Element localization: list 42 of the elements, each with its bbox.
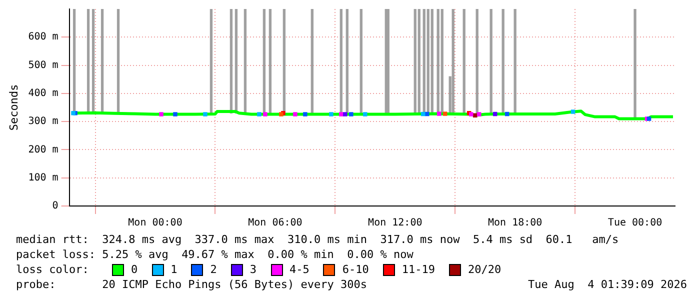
point <box>349 112 354 116</box>
point <box>173 112 178 116</box>
point <box>476 112 482 116</box>
y-tick-label: 0 <box>52 200 58 212</box>
y-axis-title: Seconds <box>7 84 20 131</box>
y-tick-label: 400 m <box>28 88 58 100</box>
y-tick-label: 600 m <box>28 32 58 43</box>
point <box>203 112 208 116</box>
text: packet loss: 5.25 % avg 49.67 % max 0.00 % min 0.00 % now <box>16 247 414 262</box>
point <box>363 112 368 116</box>
legend-label: 0 <box>131 262 138 277</box>
point <box>303 112 308 116</box>
point <box>293 112 298 116</box>
legend-label: 1 <box>170 262 178 277</box>
legend-label: 3 <box>250 262 256 277</box>
legend-label: 11-19 <box>402 262 435 277</box>
y-tick-label: 200 m <box>28 144 58 156</box>
point <box>257 112 262 116</box>
x-tick-label: Mon 12:00 <box>368 218 422 229</box>
point <box>339 112 344 116</box>
point <box>159 112 164 116</box>
legend-title: loss color: <box>16 262 90 277</box>
point <box>436 112 442 116</box>
text: probe: 20 ICMP Echo Pings (56 Bytes) every 300s <box>16 277 367 292</box>
text: Tue Aug 4 01:39:09 2026 <box>528 277 687 292</box>
legend-label: 4-5 <box>290 262 310 277</box>
point <box>263 112 268 116</box>
x-tick-label: Tue 00:00 <box>608 218 662 229</box>
legend-label: 2 <box>210 262 217 277</box>
point <box>570 110 576 114</box>
y-tick-label: 100 m <box>28 172 58 184</box>
text: median rtt: 324.8 ms avg 337.0 ms max 310.0 ms min 317.0 ms now 5.4 ms sd 60.1 am/s <box>16 232 620 247</box>
y-tick-label: 500 m <box>28 60 58 71</box>
legend-label: 6-10 <box>342 262 369 277</box>
x-tick-label: Mon 06:00 <box>248 218 302 229</box>
point <box>329 112 334 116</box>
point <box>442 112 448 116</box>
x-tick-label: Mon 00:00 <box>128 218 182 229</box>
y-tick-label: 300 m <box>28 116 58 128</box>
point <box>343 112 348 116</box>
legend-label: 20/20 <box>468 262 502 277</box>
x-tick-label: Mon 18:00 <box>488 218 542 229</box>
